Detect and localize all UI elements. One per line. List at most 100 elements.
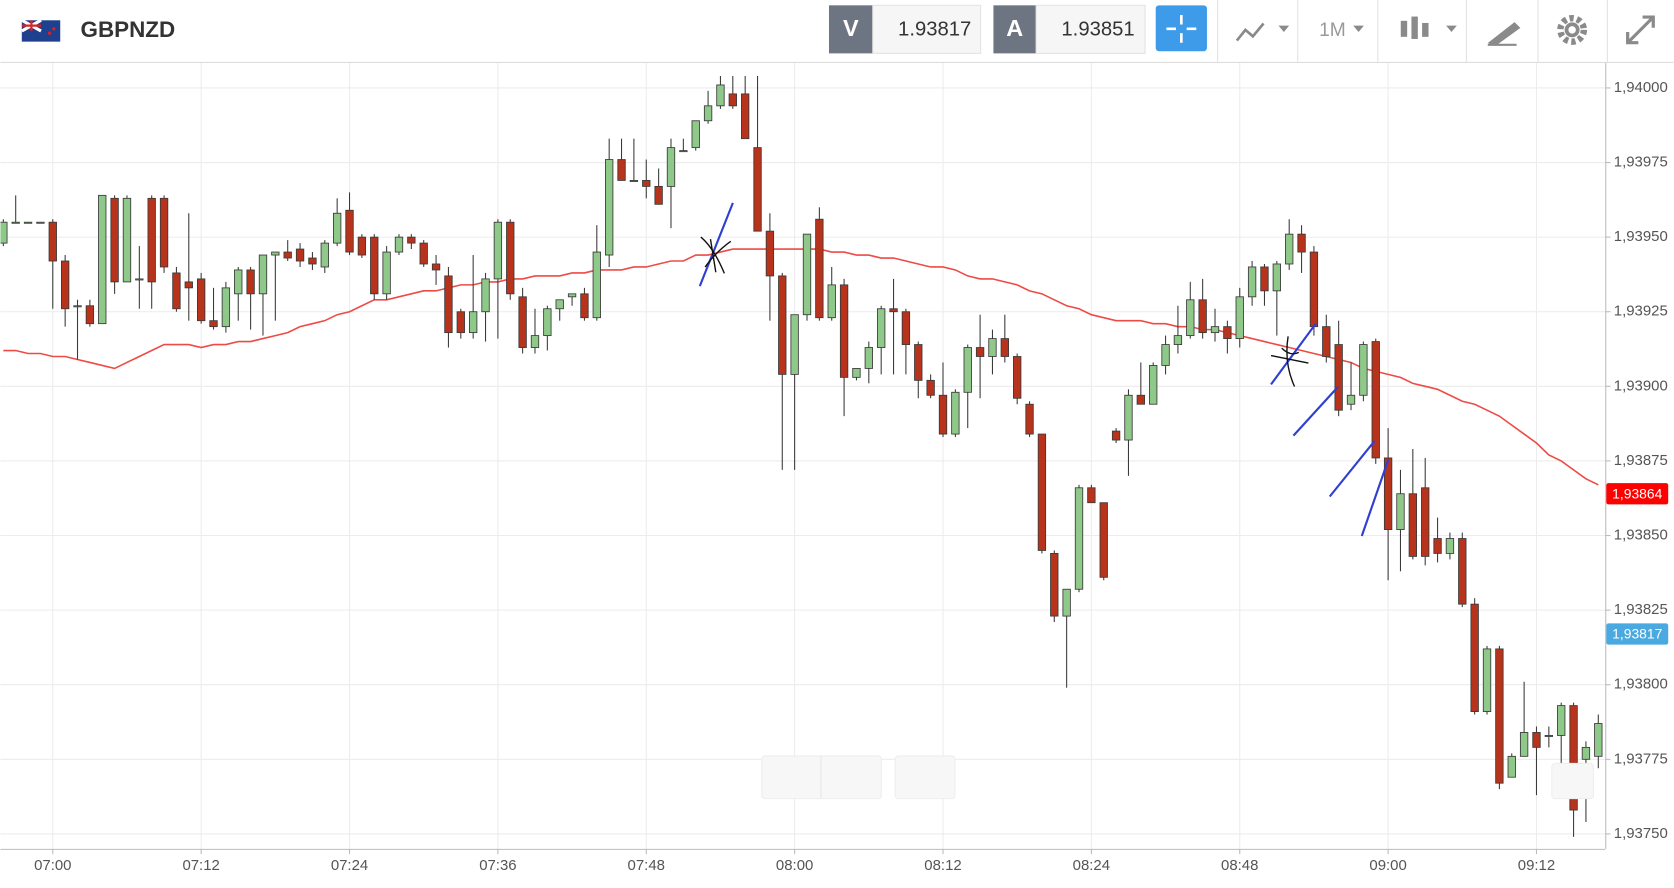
caret: [1446, 25, 1457, 33]
scroll-button[interactable]: [1551, 762, 1595, 800]
candle-body: [1581, 746, 1591, 760]
candle-body: [827, 284, 836, 319]
candle-body: [184, 281, 193, 289]
candle-body: [567, 293, 577, 298]
y-tick-label: 1,93875: [1614, 452, 1668, 469]
candle-body: [1458, 538, 1467, 605]
candle-body: [1111, 430, 1121, 441]
candle-body: [1272, 263, 1281, 292]
candle-icon: [1422, 22, 1429, 37]
y-tick-label: 1,93775: [1614, 750, 1668, 767]
candle-body: [345, 209, 354, 253]
candle-icon: [1400, 20, 1408, 37]
y-tick-label: 1,93800: [1614, 676, 1668, 693]
candle-body: [518, 296, 527, 348]
trend-line: [1292, 385, 1340, 437]
crosshair-icon: [1166, 14, 1197, 43]
reset-button[interactable]: [894, 755, 956, 800]
candle-body: [1198, 299, 1207, 334]
candle-body: [988, 338, 997, 357]
axes: 1,93750 1,93775 1,93800 1,93825 1,93850 1,938…: [34, 79, 1669, 874]
crosshair-button[interactable]: [1155, 5, 1207, 52]
candle-body: [407, 236, 416, 244]
bid-label: V: [843, 15, 859, 41]
y-tick-label: 1,94000: [1614, 79, 1668, 96]
zoom-button[interactable]: [761, 755, 882, 800]
candle-body: [1569, 705, 1578, 811]
crosshair-bg[interactable]: [1155, 5, 1207, 52]
candle-body: [1383, 457, 1393, 530]
candle-body: [1285, 233, 1294, 265]
x-tick-label: 08:00: [776, 857, 813, 874]
candle-style-button[interactable]: [1400, 16, 1457, 39]
x-tick-label: 09:12: [1518, 857, 1555, 874]
candle-body: [815, 218, 824, 319]
candle-body: [172, 272, 181, 310]
candle-body: [1557, 705, 1566, 736]
candle-body: [1322, 326, 1331, 357]
chart-type-button[interactable]: [1235, 22, 1290, 42]
candle-body: [839, 284, 849, 378]
candle-body: [506, 221, 515, 295]
candle-body: [11, 221, 20, 224]
candle-body: [716, 84, 725, 107]
cross-mark: [700, 236, 732, 274]
candle-body: [802, 233, 812, 316]
candle-body: [258, 254, 268, 295]
fullscreen-button[interactable]: [1626, 15, 1655, 45]
trend-line: [1360, 458, 1390, 537]
candle-body: [1544, 735, 1554, 737]
timeframe-button[interactable]: 1M: [1319, 20, 1364, 41]
candle-body: [1247, 266, 1257, 298]
ask-box: [1035, 4, 1146, 54]
candle-body: [975, 347, 985, 357]
settings-button[interactable]: [1557, 14, 1588, 45]
grid: [0, 62, 1606, 849]
caret: [1278, 25, 1290, 33]
candle-body: [1000, 338, 1009, 357]
candle-body: [382, 251, 391, 295]
separators: [1217, 0, 1608, 62]
price-marker-label: 1,93864: [1612, 485, 1662, 501]
candle-body: [493, 221, 503, 280]
y-tick-label: 1,93950: [1614, 228, 1668, 245]
x-tick-label: 07:24: [331, 857, 368, 874]
candle-body: [196, 278, 206, 322]
candle-body: [221, 287, 231, 328]
candle-body: [1087, 487, 1096, 504]
candle-body: [1074, 487, 1084, 590]
candle-body: [741, 93, 750, 140]
candle-body: [728, 93, 737, 107]
candle-body: [1050, 552, 1059, 617]
candle-body: [1482, 648, 1492, 713]
ask-badge: [993, 5, 1037, 54]
candle-body: [36, 221, 45, 224]
candle-body: [592, 251, 601, 319]
candle-body: [1136, 394, 1145, 405]
candle-body: [1334, 344, 1343, 411]
bid-box: [872, 4, 982, 54]
gear-icon: [1557, 14, 1588, 45]
x-tick-label: 07:00: [34, 857, 71, 874]
x-tick-label: 08:12: [924, 857, 961, 874]
candle-body: [234, 269, 243, 295]
candle-body: [1025, 403, 1034, 435]
candle-body: [691, 120, 700, 149]
candle-body: [926, 379, 935, 396]
candle-body: [85, 305, 95, 325]
candle-body: [209, 320, 218, 328]
candle-body: [295, 248, 305, 262]
candle-body: [555, 299, 564, 310]
candle-body: [159, 197, 169, 268]
line-icon: [1235, 22, 1265, 42]
candle-body: [1124, 394, 1133, 441]
draw-button[interactable]: [1487, 22, 1521, 47]
candle-body: [444, 275, 453, 334]
candle-body: [889, 308, 898, 313]
plot-area: [0, 75, 1603, 837]
candle-body: [1421, 487, 1430, 557]
candle-body: [1470, 603, 1479, 713]
candle-body: [790, 314, 799, 375]
